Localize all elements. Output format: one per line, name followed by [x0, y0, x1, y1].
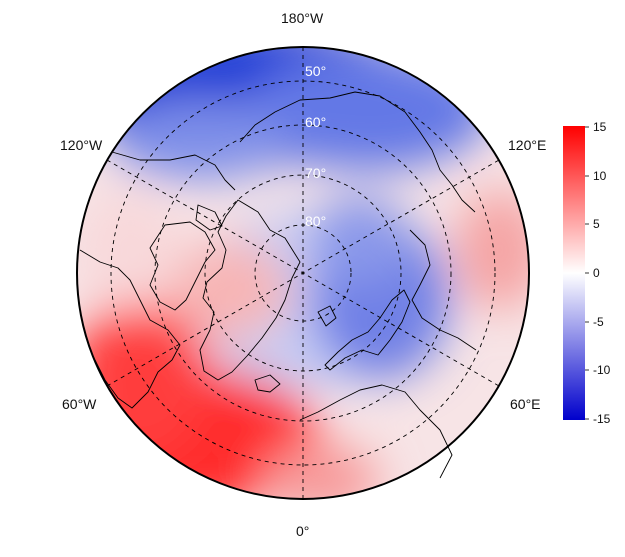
europe-coastline [299, 384, 453, 479]
colorbar-tick-label: 0 [593, 266, 600, 280]
colorbar-tick-label: 10 [593, 169, 607, 183]
colorbar-tick-label: -5 [593, 315, 604, 329]
russia-arctic-coastline [239, 91, 476, 213]
scandinavia-coastline [324, 289, 411, 371]
anomaly-field [77, 47, 529, 499]
iceland-coastline [254, 374, 281, 393]
lon-label-120e: 120°E [508, 137, 547, 153]
svalbard-coastline [317, 305, 337, 327]
colorbar-tick-label: -10 [593, 363, 611, 377]
lat-label-70: 70° [305, 165, 326, 181]
lat-label-50: 50° [305, 63, 326, 79]
colorbar-tick-label: 15 [593, 120, 607, 134]
north-america-coastline [79, 249, 181, 409]
colorbar-tick-label: -15 [593, 412, 611, 426]
lon-label-60w: 60°W [62, 396, 97, 412]
lat-label-80: 80° [305, 213, 326, 229]
canadian-archipelago-coastline [149, 204, 223, 311]
greenland-coastline [199, 199, 301, 381]
alaska-coastline [111, 151, 236, 191]
colorbar-tick-marks [585, 126, 589, 420]
map-boundary [76, 46, 530, 500]
lon-label-60e: 60°E [510, 396, 541, 412]
colorbar-gradient [563, 126, 585, 420]
coastlines [79, 91, 477, 479]
lon-label-120w: 120°W [60, 137, 103, 153]
colorbar-tick-label: 5 [593, 217, 600, 231]
lat-label-60: 60° [305, 114, 326, 130]
graticule [106, 47, 500, 499]
lon-label-180w: 180°W [281, 10, 324, 26]
lon-label-0: 0° [296, 523, 310, 539]
meridian-60w-120e [106, 159, 500, 387]
siberia-coastline [409, 229, 477, 351]
